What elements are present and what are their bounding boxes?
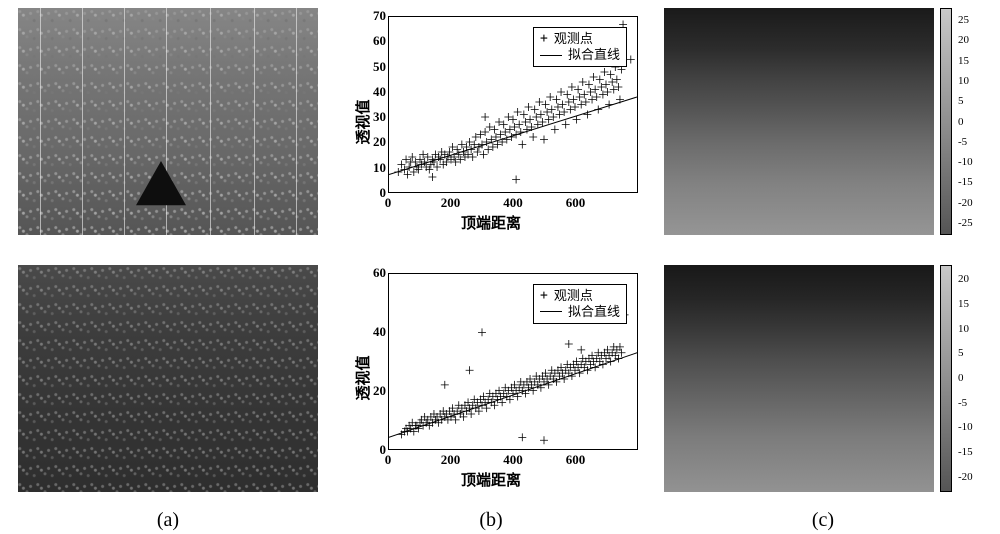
ytick: 70 bbox=[368, 8, 386, 24]
ytick: 10 bbox=[368, 160, 386, 176]
colorbar-tick: 25 bbox=[958, 14, 969, 26]
scatter-chart-bottom: +观测点拟合直线 bbox=[388, 273, 638, 450]
x-axis-label: 顶端距离 bbox=[461, 469, 521, 490]
sublabel-row: (a) (b) (c) bbox=[18, 509, 982, 532]
ytick: 20 bbox=[368, 383, 386, 399]
x-axis-label: 顶端距离 bbox=[461, 212, 521, 233]
colorbar-tick: -5 bbox=[958, 397, 967, 409]
ytick: 60 bbox=[368, 265, 386, 281]
colorbar-tick: 15 bbox=[958, 55, 969, 67]
xtick: 400 bbox=[503, 195, 523, 211]
scatter-chart-top: +观测点拟合直线 bbox=[388, 16, 638, 193]
ytick: 40 bbox=[368, 84, 386, 100]
panel-a-top bbox=[18, 8, 318, 235]
colorbar-bottom bbox=[940, 265, 952, 492]
colorbar-tick: -15 bbox=[958, 446, 973, 458]
gradient-map-top bbox=[664, 8, 934, 235]
gradient-map-bottom bbox=[664, 265, 934, 492]
xtick: 600 bbox=[566, 195, 586, 211]
legend: +观测点拟合直线 bbox=[533, 284, 627, 324]
colorbar-tick: 20 bbox=[958, 34, 969, 46]
row-top: +观测点拟合直线 透视值 顶端距离 0102030405060700200400… bbox=[18, 8, 982, 249]
colorbar-top bbox=[940, 8, 952, 235]
colorbar-ticks-top: 25 20 15 10 5 0 -5 -10 -15 -20 -25 bbox=[958, 8, 982, 235]
colorbar-tick: 10 bbox=[958, 323, 969, 335]
xtick: 600 bbox=[566, 452, 586, 468]
colorbar-ticks-bottom: 20 15 10 5 0 -5 -10 -15 -20 bbox=[958, 265, 982, 492]
crowd-image-bottom bbox=[18, 265, 318, 492]
ytick: 20 bbox=[368, 134, 386, 150]
xtick: 0 bbox=[385, 452, 392, 468]
colorbar-tick: 20 bbox=[958, 273, 969, 285]
colorbar-tick: -10 bbox=[958, 156, 973, 168]
xtick: 0 bbox=[385, 195, 392, 211]
panel-a-bottom bbox=[18, 265, 318, 492]
sublabel-b: (b) bbox=[336, 509, 646, 532]
panel-c-top: 25 20 15 10 5 0 -5 -10 -15 -20 -25 bbox=[664, 8, 982, 235]
ytick: 30 bbox=[368, 109, 386, 125]
colorbar-tick: -20 bbox=[958, 471, 973, 483]
xtick: 200 bbox=[441, 195, 461, 211]
sublabel-a: (a) bbox=[18, 509, 318, 532]
ytick: 50 bbox=[368, 59, 386, 75]
colorbar-tick: -20 bbox=[958, 197, 973, 209]
colorbar-tick: 0 bbox=[958, 116, 964, 128]
colorbar-tick: 5 bbox=[958, 95, 964, 107]
panel-b-top: +观测点拟合直线 透视值 顶端距离 0102030405060700200400… bbox=[336, 8, 646, 235]
ytick: 60 bbox=[368, 33, 386, 49]
legend: +观测点拟合直线 bbox=[533, 27, 627, 67]
xtick: 200 bbox=[441, 452, 461, 468]
panel-c-bottom: 20 15 10 5 0 -5 -10 -15 -20 bbox=[664, 265, 982, 492]
colorbar-tick: -25 bbox=[958, 217, 973, 229]
colorbar-tick: -15 bbox=[958, 176, 973, 188]
colorbar-tick: 0 bbox=[958, 372, 964, 384]
ytick: 40 bbox=[368, 324, 386, 340]
colorbar-tick: 10 bbox=[958, 75, 969, 87]
xtick: 400 bbox=[503, 452, 523, 468]
colorbar-tick: -5 bbox=[958, 136, 967, 148]
ytick: 0 bbox=[368, 185, 386, 201]
figure-container: +观测点拟合直线 透视值 顶端距离 0102030405060700200400… bbox=[0, 0, 1000, 534]
colorbar-tick: 5 bbox=[958, 347, 964, 359]
sublabel-c: (c) bbox=[664, 509, 982, 532]
row-bottom: +观测点拟合直线 透视值 顶端距离 02040600200400600 2015… bbox=[18, 265, 982, 506]
colorbar-tick: -10 bbox=[958, 421, 973, 433]
colorbar-tick: 15 bbox=[958, 298, 969, 310]
ytick: 0 bbox=[368, 442, 386, 458]
panel-b-bottom: +观测点拟合直线 透视值 顶端距离 02040600200400600 bbox=[336, 265, 646, 492]
